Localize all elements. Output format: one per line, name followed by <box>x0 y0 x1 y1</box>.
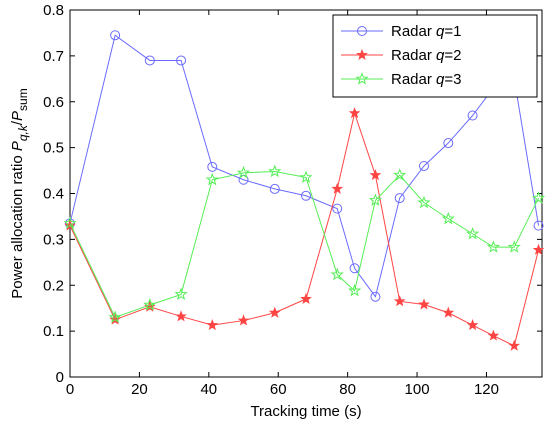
y-tick-label: 0.4 <box>43 186 64 203</box>
series-1-point <box>332 203 343 214</box>
x-tick-label: 40 <box>200 381 217 398</box>
y-tick-label: 0 <box>56 369 64 386</box>
series-3-line <box>69 170 539 318</box>
legend-marker-1 <box>357 26 367 36</box>
x-tick-label: 20 <box>131 381 148 398</box>
legend-label-1: Radar q=1 <box>391 23 461 40</box>
x-axis-label: Tracking time (s) <box>250 403 361 420</box>
legend-label-var: q <box>436 47 445 64</box>
series-1-point <box>533 220 544 231</box>
series-1-point <box>269 183 280 194</box>
series-2-point <box>532 243 545 255</box>
x-tick-label: 80 <box>339 381 356 398</box>
y-tick-label: 0.7 <box>43 48 64 65</box>
series-1-point <box>467 110 478 121</box>
x-tick-label: 60 <box>270 381 287 398</box>
series-1 <box>65 30 544 302</box>
series-2-point <box>418 298 430 310</box>
y-tick-label: 0.8 <box>43 2 64 19</box>
series-1-point <box>110 30 121 41</box>
series-2-point <box>268 306 281 318</box>
series-3-point <box>486 240 500 253</box>
series-3-point <box>441 211 455 225</box>
legend-marker-3 <box>355 72 369 85</box>
x-tick-label: 100 <box>405 381 430 398</box>
series-3-point <box>143 298 157 311</box>
legend-label-var: q <box>436 71 445 88</box>
series-3-point <box>393 168 407 181</box>
y-axis-label-sub-sum: sum <box>16 88 30 111</box>
legend-label-prefix: Radar <box>391 71 436 88</box>
y-axis-label-slash: / <box>9 120 26 125</box>
x-tick-label: 120 <box>474 381 499 398</box>
series-1-point <box>419 160 429 171</box>
legend-label-prefix: Radar <box>391 23 436 40</box>
legend-box <box>332 14 538 98</box>
axis-ticks: 0 20 40 60 80 100 120 0 0.1 0.2 0.3 0.4 0.5 0.6 0.7 0.8 <box>43 2 542 398</box>
series-3-point <box>348 283 362 297</box>
series-3-point <box>368 193 382 206</box>
series-2-point <box>348 107 361 119</box>
series-3-point <box>417 195 431 209</box>
series-2-point <box>466 319 479 331</box>
series-3-point <box>108 310 122 323</box>
x-tick-label: 0 <box>66 381 74 398</box>
series-3-point <box>466 226 480 240</box>
y-axis-label-p: P <box>9 141 26 151</box>
y-tick-label: 0.6 <box>43 94 64 111</box>
legend-label-3: Radar q=3 <box>391 71 461 88</box>
series-3-point <box>236 165 251 179</box>
series-layer <box>63 30 546 351</box>
series-3-point <box>507 240 521 253</box>
series-2-point <box>393 295 406 307</box>
y-tick-label: 0.2 <box>43 277 64 294</box>
series-1-line <box>69 34 540 298</box>
legend-marker-2 <box>356 48 368 60</box>
series-2-point <box>331 182 344 194</box>
series-2-point <box>206 319 219 331</box>
series-2-point <box>369 169 382 181</box>
series-3-point <box>299 170 313 184</box>
y-tick-label: 0.3 <box>43 231 64 248</box>
series-1-point <box>207 161 218 172</box>
series-2 <box>64 107 545 351</box>
series-3-point <box>531 191 546 204</box>
y-tick-label: 0.5 <box>43 140 64 157</box>
series-3-point <box>268 164 282 178</box>
legend-label-suffix: =1 <box>444 23 461 40</box>
y-axis-label-sub-qk: q,k <box>16 124 30 141</box>
legend-label-2: Radar q=2 <box>391 47 461 64</box>
y-axis-label-p2: P <box>9 111 26 121</box>
y-axis-label-prefix: Power allocation ratio <box>9 151 26 299</box>
series-1-point <box>144 55 155 66</box>
series-2-point <box>237 314 250 326</box>
legend-label-suffix: =2 <box>444 47 461 64</box>
legend-label-prefix: Radar <box>391 47 436 64</box>
series-2-point <box>442 306 455 318</box>
series-2-point <box>300 292 312 304</box>
series-2-point <box>508 339 521 351</box>
series-3-point <box>174 287 188 301</box>
series-2-point <box>487 329 500 341</box>
series-1-point <box>176 55 187 66</box>
legend-label-var: q <box>436 23 445 40</box>
y-axis-label: Power allocation ratio Pq,k/Psum <box>9 88 30 298</box>
series-2-point <box>175 310 187 322</box>
series-3 <box>63 164 546 323</box>
series-3-point <box>205 172 219 186</box>
y-tick-label: 0.1 <box>43 323 64 340</box>
series-1-point <box>370 291 381 302</box>
series-1-point <box>443 138 454 149</box>
series-3-point <box>63 216 77 229</box>
series-1-point <box>349 263 360 274</box>
series-3-point <box>330 267 344 281</box>
legend-label-suffix: =3 <box>444 71 461 88</box>
series-1-point <box>301 190 311 201</box>
series-1-point <box>394 193 405 204</box>
